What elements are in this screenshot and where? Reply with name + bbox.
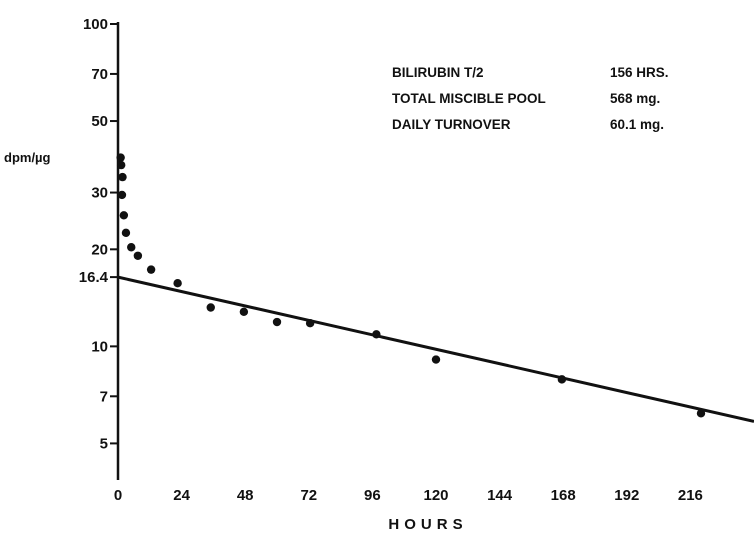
x-tick-label: 24 — [173, 487, 190, 504]
annotation-value: 568 mg. — [610, 91, 660, 106]
annotation-value: 60.1 mg. — [610, 117, 664, 132]
data-point — [133, 251, 143, 260]
data-point — [116, 160, 126, 170]
x-tick-label: 0 — [114, 487, 122, 504]
data-point — [116, 153, 125, 162]
x-tick-label: 120 — [423, 487, 448, 504]
x-tick-label: 144 — [487, 487, 513, 504]
annotation-value: 156 HRS. — [610, 65, 669, 80]
fit-line-group — [117, 275, 754, 423]
y-tick-label: 30 — [91, 185, 108, 202]
y-axis — [110, 22, 120, 480]
data-point — [272, 317, 282, 327]
x-axis-label: HOURS — [388, 516, 467, 533]
y-tick-label: 70 — [91, 66, 108, 83]
data-point — [431, 355, 441, 364]
y-tick-label: 50 — [91, 113, 108, 130]
y-tick-label: 5 — [100, 435, 108, 452]
x-tick-label: 96 — [364, 487, 381, 504]
data-point — [173, 279, 182, 288]
data-point — [119, 211, 129, 220]
annotation-label: DAILY TURNOVER — [392, 117, 511, 132]
y-tick-labels: 100 70 50 30 20 16.4 10 7 5 — [79, 16, 109, 452]
annotation-label: TOTAL MISCIBLE POOL — [392, 91, 546, 106]
x-tick-label: 216 — [678, 487, 703, 504]
data-point — [118, 172, 127, 182]
x-tick-label: 72 — [300, 487, 317, 504]
y-tick-label: 10 — [91, 338, 108, 355]
y-tick-label: 20 — [91, 241, 108, 258]
data-point — [146, 265, 156, 274]
annotations: BILIRUBIN T/2 156 HRS. TOTAL MISCIBLE POOL… — [392, 65, 669, 132]
data-point — [117, 190, 127, 200]
data-point — [127, 243, 136, 252]
x-tick-label: 168 — [551, 487, 576, 504]
y-axis-label: dpm/µg — [4, 150, 51, 165]
y-tick-label: 100 — [83, 16, 108, 33]
data-points — [116, 153, 706, 418]
data-point — [206, 303, 215, 312]
x-tick-label: 48 — [237, 487, 254, 504]
fit-line — [117, 275, 754, 423]
x-tick-label: 192 — [614, 487, 639, 504]
x-tick-labels: 0 24 48 72 96 120 144 168 192 216 — [114, 487, 703, 504]
data-point — [121, 228, 131, 238]
annotation-label: BILIRUBIN T/2 — [392, 65, 484, 80]
data-point — [239, 307, 249, 317]
y-tick-label: 7 — [100, 388, 108, 405]
y-tick-label: 16.4 — [79, 269, 109, 286]
